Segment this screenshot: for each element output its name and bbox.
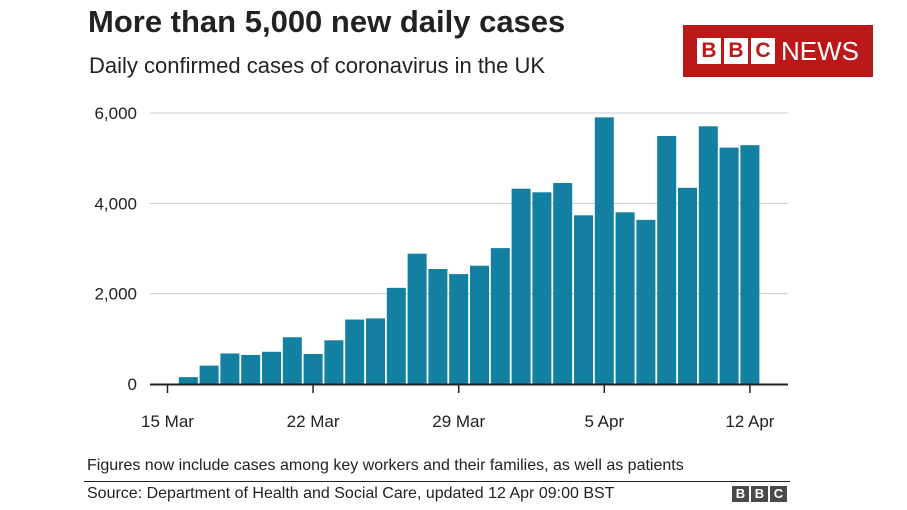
bar (470, 265, 489, 384)
footer-logo-letter: C (770, 486, 787, 502)
bar (449, 274, 469, 384)
bars (178, 117, 760, 385)
logo-news-text: NEWS (781, 35, 859, 66)
bar (324, 340, 344, 384)
x-tick-label: 12 Apr (725, 412, 774, 431)
footer-logo-letter: B (732, 486, 749, 502)
footer-logo-letter: B (751, 486, 768, 502)
bar (678, 187, 697, 384)
bar (719, 147, 739, 384)
bar (199, 365, 219, 384)
bar (366, 318, 385, 384)
bar (490, 248, 510, 384)
bar (178, 377, 198, 384)
y-tick-label: 6,000 (94, 104, 137, 123)
bar (657, 135, 677, 384)
bbc-footer-logo: B B C (732, 486, 787, 502)
x-tick-label: 22 Mar (287, 412, 340, 431)
y-axis-labels: 0 2,000 4,000 6,000 (94, 104, 137, 394)
bar (241, 354, 261, 384)
bar (428, 269, 448, 384)
bar (220, 353, 240, 384)
bar (615, 212, 635, 384)
bar (262, 351, 281, 384)
bar (407, 253, 427, 384)
x-tick-label: 29 Mar (432, 412, 485, 431)
logo-letter: C (751, 38, 775, 64)
bar (511, 188, 531, 384)
x-tick-label: 5 Apr (584, 412, 624, 431)
bar (386, 287, 406, 384)
bar (282, 337, 302, 384)
logo-letter: B (724, 38, 748, 64)
y-tick-label: 0 (128, 375, 137, 394)
logo-letter: B (697, 38, 721, 64)
y-tick-label: 2,000 (94, 285, 137, 304)
y-tick-label: 4,000 (94, 194, 137, 213)
bar (740, 145, 760, 384)
bar (574, 215, 593, 384)
bbc-blocks: B B C (697, 38, 775, 64)
footnote: Figures now include cases among key work… (87, 457, 684, 474)
bar (345, 319, 365, 384)
bar (594, 117, 614, 384)
chart-subtitle: Daily confirmed cases of coronavirus in … (89, 53, 546, 78)
bar (532, 192, 552, 384)
x-axis-ticks: 15 Mar 22 Mar 29 Mar 5 Apr 12 Apr (141, 385, 775, 431)
source-text: Source: Department of Health and Social … (87, 485, 615, 502)
bbc-news-logo: B B C NEWS (683, 25, 873, 77)
source-divider (84, 481, 790, 482)
bar (553, 183, 573, 384)
x-tick-label: 15 Mar (141, 412, 194, 431)
bar (698, 126, 718, 385)
bar (303, 353, 323, 384)
bar (636, 219, 656, 384)
chart-title: More than 5,000 new daily cases (88, 4, 566, 39)
